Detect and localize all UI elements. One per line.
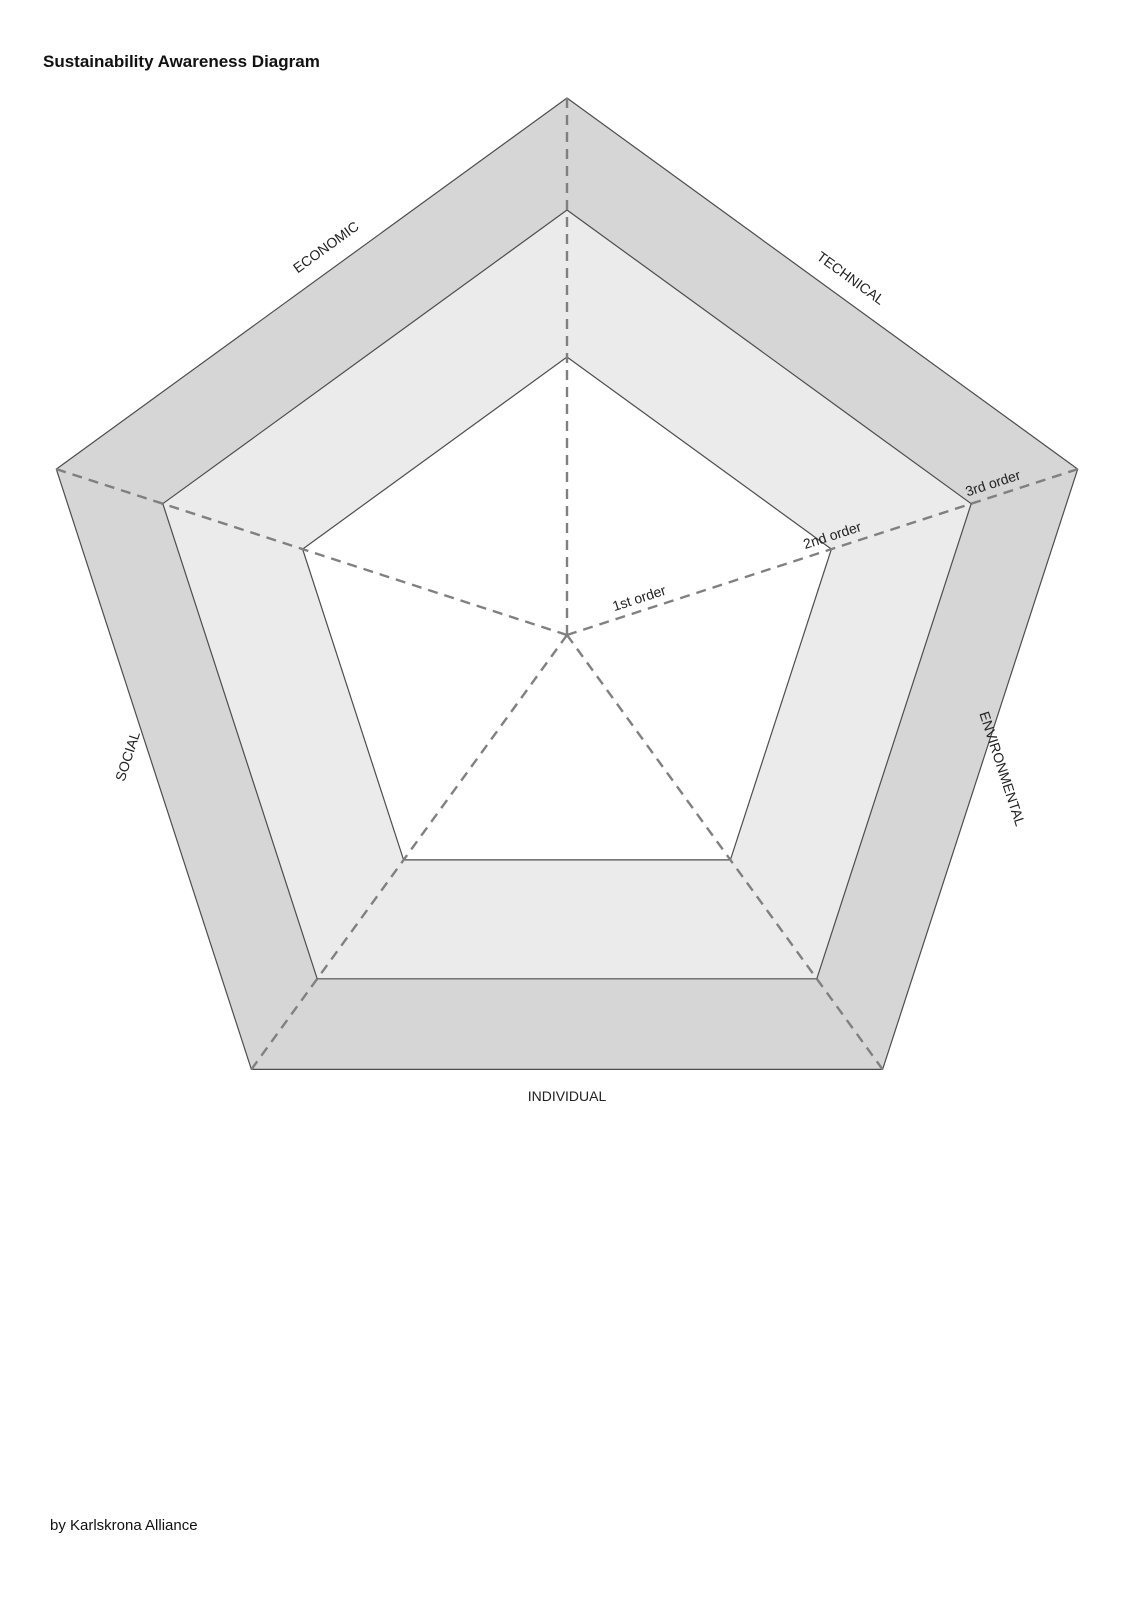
dimension-label-social: SOCIAL <box>112 729 143 783</box>
dimension-label-environmental: ENVIRONMENTAL <box>976 709 1028 828</box>
spoke-lower-left <box>250 634 568 1071</box>
spoke-lower-right <box>566 634 884 1071</box>
spoke-lines <box>55 98 1079 1071</box>
diagram-title: Sustainability Awareness Diagram <box>43 52 320 71</box>
credit-footer: by Karlskrona Alliance <box>50 1517 198 1534</box>
dimension-label-individual: INDIVIDUAL <box>528 1088 607 1104</box>
spoke-upper-left <box>55 467 568 637</box>
spoke-upper-right <box>566 467 1079 637</box>
